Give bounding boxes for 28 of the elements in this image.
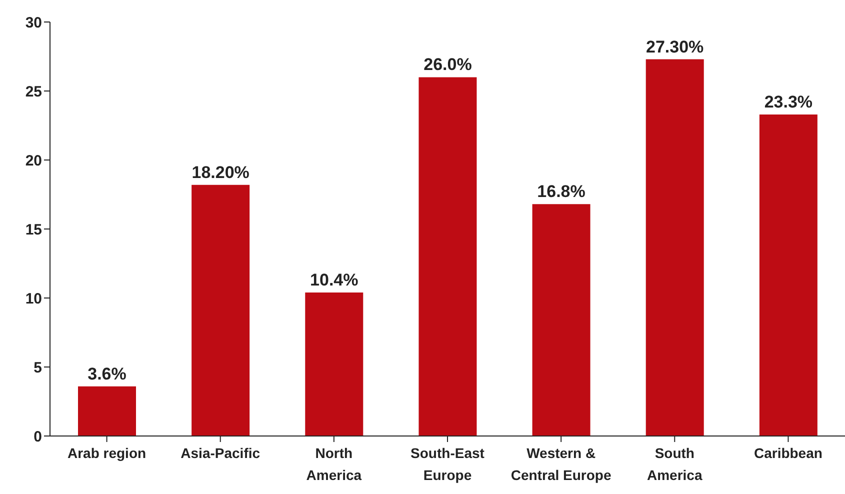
- bar: [759, 114, 818, 436]
- data-label: 3.6%: [88, 364, 126, 384]
- y-tick-label: 10: [25, 290, 42, 308]
- bar: [646, 59, 704, 436]
- data-label: 16.8%: [537, 182, 586, 202]
- x-tick-label: Caribbean: [754, 445, 822, 461]
- x-tick-label: Arab region: [67, 445, 146, 461]
- y-tick-label: 5: [34, 359, 42, 376]
- x-tick-label: North America: [306, 445, 362, 483]
- x-tick-label: Western & Central Europe: [510, 445, 612, 483]
- bar: [532, 204, 590, 436]
- bar: [78, 386, 136, 436]
- bar: [305, 292, 364, 436]
- data-label: 23.3%: [764, 92, 813, 112]
- data-label: 18.20%: [192, 162, 250, 182]
- y-tick-label: 0: [34, 428, 42, 446]
- data-label: 27.30%: [646, 37, 704, 56]
- x-tick-label: Asia-Pacific: [180, 445, 260, 461]
- x-tick-label: South America: [647, 445, 702, 483]
- bar: [418, 77, 477, 436]
- y-tick-label: 20: [25, 152, 42, 170]
- bar: [192, 184, 250, 436]
- x-tick-label: South-East Europe: [410, 445, 485, 483]
- data-label: 26.0%: [424, 55, 472, 74]
- y-tick-label: 30: [25, 14, 42, 32]
- y-tick-label: 25: [25, 83, 42, 100]
- y-tick-label: 15: [25, 221, 42, 238]
- data-label: 10.4%: [310, 270, 358, 290]
